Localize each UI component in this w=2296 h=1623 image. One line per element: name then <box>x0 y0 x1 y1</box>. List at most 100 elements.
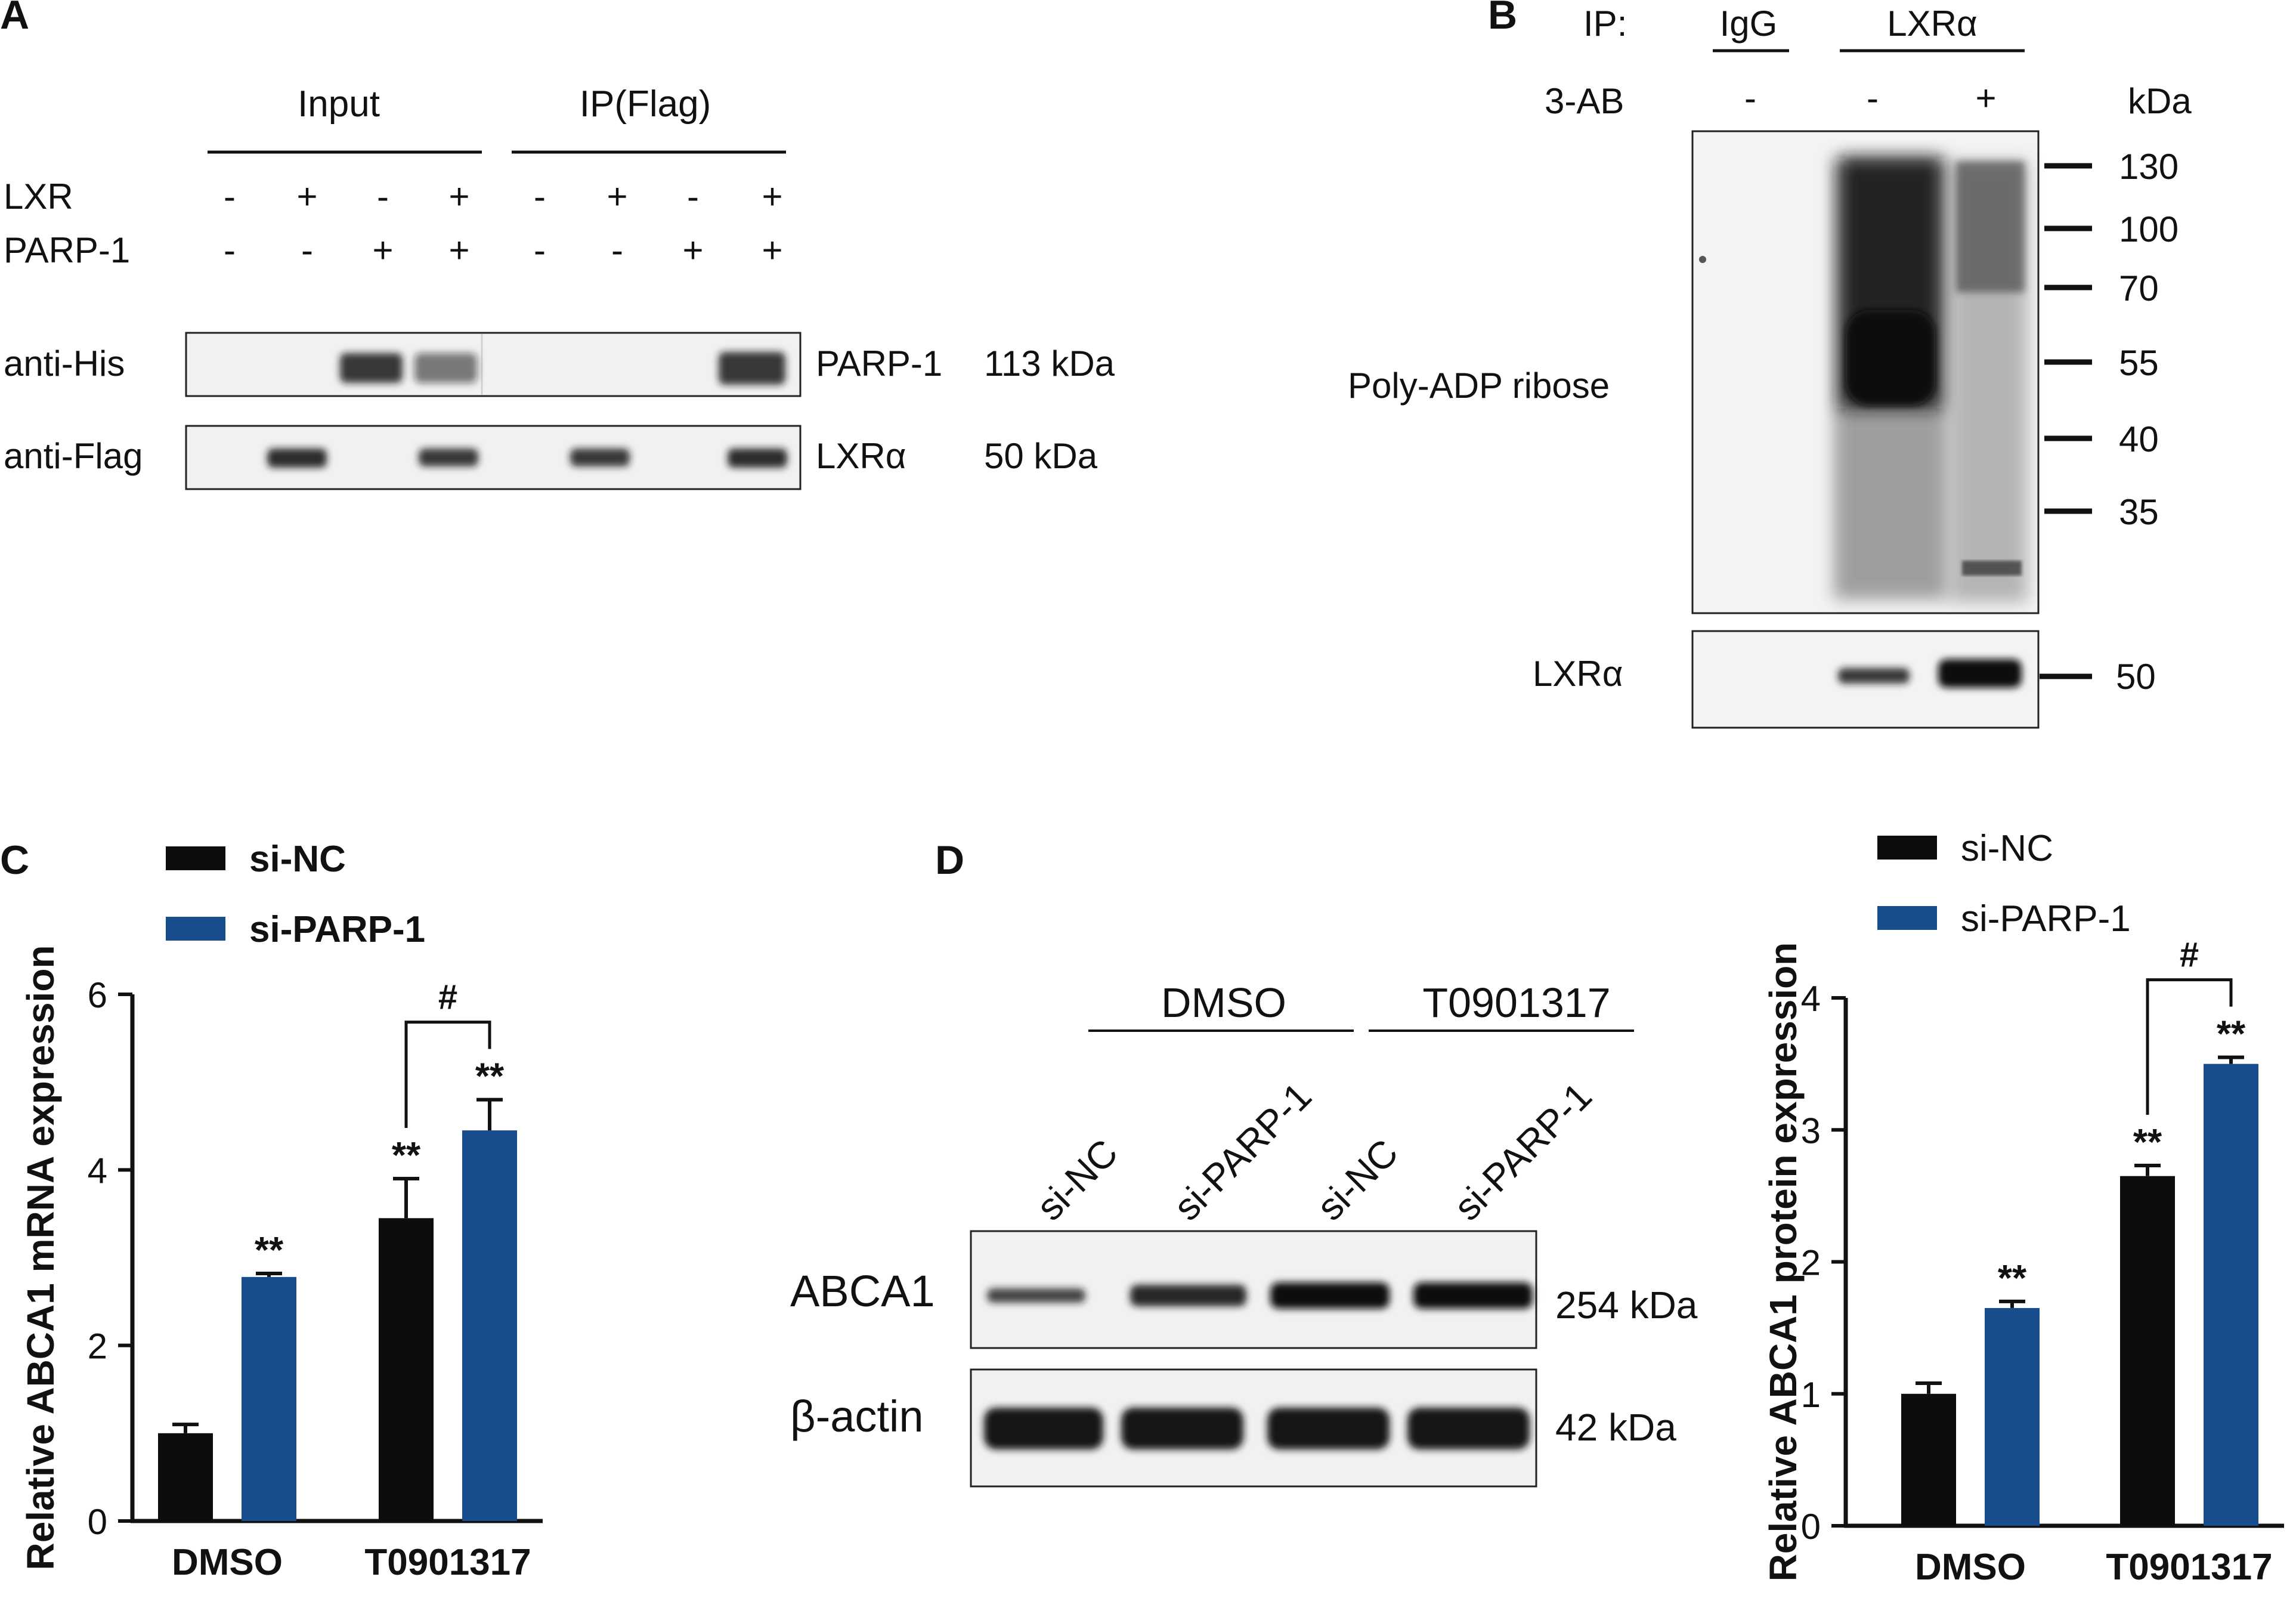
blot-a-flag-bands <box>267 449 787 468</box>
panel-a-letter: A <box>0 0 29 38</box>
bar-si-NC-DMSO <box>1901 1393 1956 1526</box>
significance-mark: ** <box>392 1135 421 1176</box>
sign-parp-7: + <box>682 230 703 270</box>
y-tick-label: 0 <box>1801 1507 1821 1547</box>
band <box>1938 659 2022 688</box>
smear-lane-3-top <box>1956 161 2025 292</box>
lane-label-4: si-PARP-1 <box>1446 1074 1600 1229</box>
band <box>1270 1282 1390 1309</box>
panel-b-letter: B <box>1488 0 1517 38</box>
smear-lane-3-band <box>1962 561 2022 576</box>
smear-lane-2-blob <box>1846 310 1935 406</box>
blot-d-abca1-bands <box>987 1282 1533 1309</box>
band <box>570 449 630 466</box>
band <box>1130 1285 1246 1306</box>
y-axis-label: Relative ABCA1 protein expression <box>1762 942 1805 1582</box>
band <box>1267 1408 1390 1449</box>
sign-parp-1: - <box>224 230 236 270</box>
panel-c-chart: C 0 2 4 6 Relative ABCA1 mRNA expression si-N… <box>0 837 543 1583</box>
blot-b-lxra-bands <box>1838 659 2022 688</box>
sign-3ab-1: - <box>1744 78 1756 118</box>
y-tick-label: 0 <box>88 1502 107 1542</box>
x-tick-label: T0901317 <box>364 1542 531 1583</box>
speck <box>1699 256 1706 263</box>
significance-mark: ** <box>255 1230 284 1271</box>
x-tick-label: DMSO <box>172 1542 283 1583</box>
y-tick-label: 4 <box>88 1151 107 1191</box>
sign-3ab-3: + <box>1975 78 1996 118</box>
bar-si-PARP-1-DMSO <box>1985 1307 2040 1526</box>
band <box>987 1288 1085 1303</box>
band <box>1838 668 1910 684</box>
blot-protein-abca1: ABCA1 <box>790 1266 935 1316</box>
panel-b: B IP: IgG LXRα 3-AB - - + kDa Poly-ADP rib… <box>1348 0 2192 729</box>
sign-lxr-4: + <box>448 177 469 217</box>
blot-label-lxra: LXRα <box>1533 654 1623 694</box>
y-tick-label: 1 <box>1801 1375 1821 1415</box>
lane-label-2: si-PARP-1 <box>1165 1074 1320 1229</box>
blot-label-polyadp: Poly-ADP ribose <box>1348 366 1610 406</box>
y-tick-label: 4 <box>1801 979 1821 1019</box>
marker-label-70: 70 <box>2119 268 2159 308</box>
blot-protein-actin: β-actin <box>790 1392 924 1441</box>
sign-lxr-8: + <box>762 177 782 217</box>
band <box>1407 1408 1530 1449</box>
antibody-label-his: anti-His <box>4 344 125 384</box>
sign-lxr-6: + <box>607 177 627 217</box>
sign-parp-4: + <box>448 230 469 270</box>
sign-parp-2: - <box>301 230 313 270</box>
band <box>267 449 327 468</box>
y-axis-label: Relative ABCA1 mRNA expression <box>19 945 62 1570</box>
band <box>728 449 787 468</box>
sign-lxr-5: - <box>534 177 546 217</box>
marker-label-35: 35 <box>2119 492 2159 532</box>
antibody-label-flag: anti-Flag <box>4 436 143 476</box>
panel-a-signs: - + - + - + - + - - + + - - + + <box>224 177 783 270</box>
sign-lxr-1: - <box>224 177 236 217</box>
bar-si-PARP-1-T0901317 <box>2204 1064 2258 1526</box>
panel-a: A Input IP(Flag) LXR PARP-1 - + - + - + - + - - + +… <box>0 0 1115 490</box>
ip-group-igg: IgG <box>1720 4 1778 44</box>
treatment-label: 3-AB <box>1545 81 1624 121</box>
bar-si-NC-T0901317 <box>379 1218 434 1521</box>
legend-swatch <box>166 846 225 870</box>
ip-label: IP: <box>1583 4 1627 44</box>
sign-parp-5: - <box>534 230 546 270</box>
bar-si-PARP-1-DMSO <box>242 1276 296 1521</box>
sign-parp-8: + <box>762 230 782 270</box>
significance-bracket <box>2146 978 2233 1115</box>
significance-mark: ** <box>2217 1014 2246 1055</box>
panel-c-letter: C <box>0 837 29 883</box>
y-tick-label: 2 <box>88 1327 107 1367</box>
marker-label-130: 130 <box>2119 147 2179 187</box>
panel-d-letter: D <box>935 837 964 883</box>
x-tick-label: T0901317 <box>2106 1547 2272 1588</box>
sign-parp-6: - <box>611 230 623 270</box>
group-label-ip: IP(Flag) <box>580 84 711 125</box>
significance-mark: ** <box>475 1056 505 1098</box>
panel-b-markers: 130 100 70 55 40 35 <box>2044 147 2179 532</box>
band <box>984 1408 1103 1449</box>
blot-protein-lxra: LXRα <box>816 436 906 476</box>
legend-swatch <box>166 917 225 941</box>
panel-d-blot: D DMSO T0901317 si-NC si-PARP-1 si-NC si… <box>790 837 1698 1488</box>
blot-size-42: 42 kDa <box>1555 1406 1676 1449</box>
kda-unit: kDa <box>2128 81 2192 121</box>
sign-3ab-2: - <box>1867 78 1879 118</box>
legend-label: si-PARP-1 <box>249 909 425 950</box>
blot-b-smears <box>1699 158 2028 602</box>
blot-a-his-bands <box>340 352 785 385</box>
bracket-mark: # <box>438 978 457 1017</box>
blot-a-his <box>185 332 802 397</box>
bracket-mark: # <box>2180 936 2199 975</box>
ip-group-lxra: LXRα <box>1887 4 1977 44</box>
significance-mark: ** <box>1998 1258 2027 1299</box>
significance-bracket <box>404 1021 491 1129</box>
legend-label: si-PARP-1 <box>1961 898 2131 939</box>
blot-d-actin-bands <box>984 1408 1530 1449</box>
group-label-t0901317: T0901317 <box>1422 979 1610 1026</box>
bar-si-PARP-1-T0901317 <box>462 1130 517 1521</box>
band <box>719 352 785 385</box>
panel-b-signs: - - + <box>1744 78 1997 118</box>
